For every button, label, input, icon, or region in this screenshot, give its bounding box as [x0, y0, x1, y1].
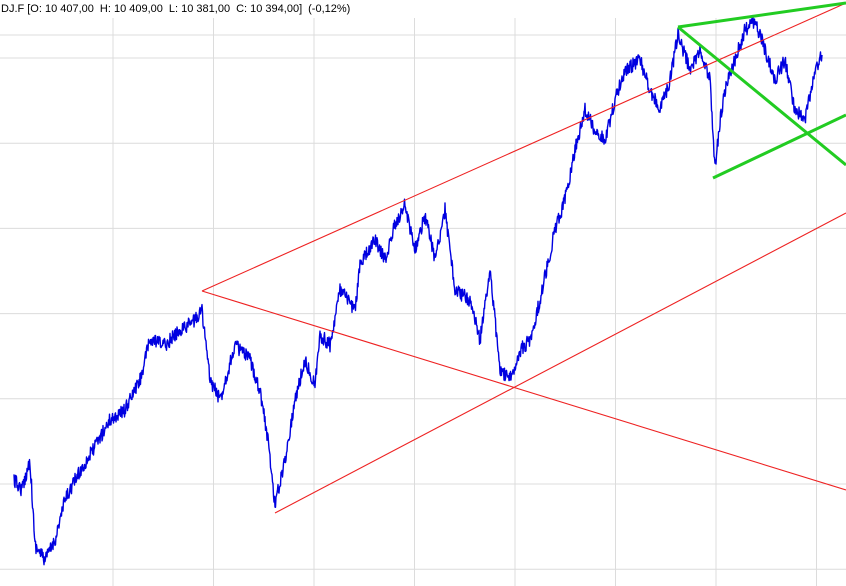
header-text: [O: 10 407,00 — [27, 3, 94, 15]
grid — [0, 18, 846, 586]
red-channel — [201, 2, 846, 514]
trend-line — [677, 25, 846, 167]
header-text: (-0,12%) — [308, 3, 350, 15]
green-fan — [677, 1, 846, 180]
header-text: DJ.F — [1, 3, 25, 15]
trend-line — [712, 113, 846, 180]
trend-line — [201, 290, 846, 491]
header-text: L: 10 381,00 — [169, 3, 230, 15]
header-text: C: 10 394,00] — [236, 3, 302, 15]
trend-line — [274, 212, 846, 514]
trend-line — [677, 1, 846, 29]
trend-line — [201, 2, 846, 292]
price-line — [13, 14, 823, 566]
header: DJ.F [O: 10 407,00 H: 10 409,00 L: 10 381,0… — [1, 3, 350, 15]
header-text: H: 10 409,00 — [100, 3, 163, 15]
